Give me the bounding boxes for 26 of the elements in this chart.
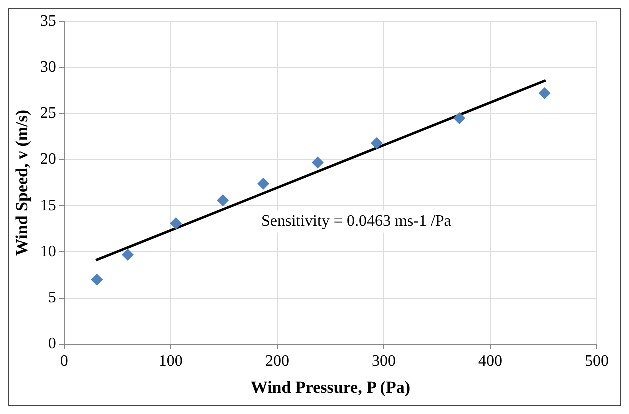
point — [258, 178, 270, 190]
y-tick-label: 20 — [40, 151, 56, 168]
point — [217, 194, 230, 207]
y-tick-label: 0 — [48, 336, 56, 353]
y-tick-label: 35 — [40, 12, 56, 30]
point — [170, 218, 182, 230]
x-axis-title: Wind Pressure, P (Pa) — [250, 378, 411, 398]
x-tick-label: 100 — [158, 353, 183, 370]
y-tick-label: 10 — [40, 243, 56, 260]
x-tick-label: 300 — [372, 353, 396, 370]
x-tick-label: 500 — [585, 353, 609, 370]
point — [91, 274, 104, 286]
y-tick-label: 30 — [40, 58, 56, 76]
annotation: Sensitivity = 0.0463 ms-1 /Pa — [261, 212, 452, 230]
y-tick-label: 15 — [40, 197, 56, 214]
point — [371, 137, 384, 150]
x-tick-label: 0 — [60, 353, 68, 370]
point — [538, 88, 551, 100]
y-tick-label: 25 — [40, 105, 56, 122]
point — [312, 156, 324, 169]
point — [454, 112, 466, 124]
y-axis-title: Wind Speed, v (m/s) — [12, 110, 32, 256]
point — [122, 248, 134, 261]
y-tick-label: 5 — [48, 289, 56, 306]
x-tick-label: 400 — [478, 353, 502, 370]
x-tick-label: 200 — [265, 353, 290, 370]
